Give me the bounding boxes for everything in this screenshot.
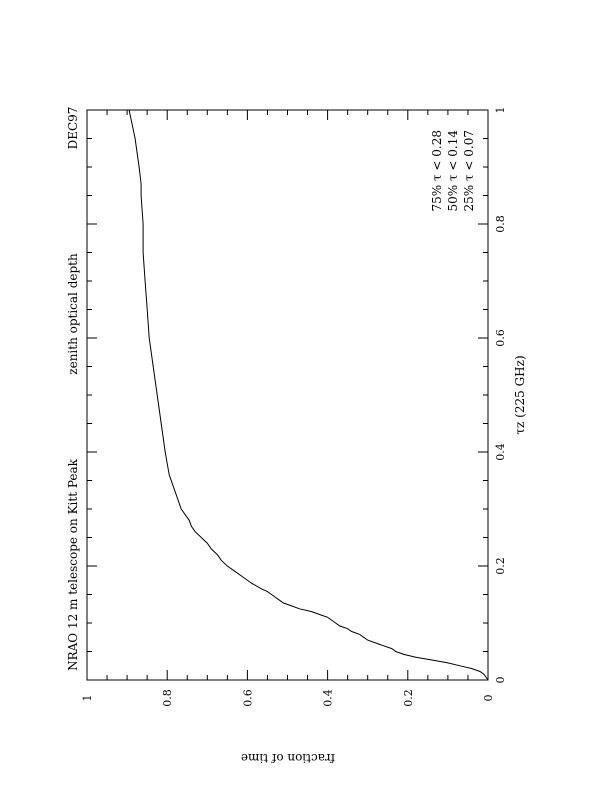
x-tick-label: 0.4 <box>494 443 507 461</box>
x-tick-label: 0.8 <box>494 215 507 233</box>
axis-ticks <box>86 109 489 681</box>
y-axis-label: fraction of time <box>241 751 335 765</box>
x-tick-label: 0.2 <box>494 557 507 575</box>
header-middle: zenith optical depth <box>66 253 80 375</box>
y-tick-label: 1 <box>81 695 94 702</box>
x-tick-label: 1 <box>494 107 507 114</box>
header-right: DEC97 <box>66 107 80 150</box>
y-tick-label: 0.8 <box>161 689 174 707</box>
series-line <box>128 109 489 681</box>
y-tick-label: 0.4 <box>322 689 335 707</box>
y-tick-label: 0.2 <box>402 689 415 707</box>
x-tick-label: 0 <box>494 677 507 684</box>
y-tick-label: 0 <box>482 695 495 702</box>
annotation-50: 50% τ < 0.14 <box>446 130 460 212</box>
header-left: NRAO 12 m telescope on Kitt Peak <box>66 458 80 671</box>
plot-frame <box>86 109 489 681</box>
annotation-25: 25% τ < 0.07 <box>462 130 476 212</box>
tick-labels: 0 0.2 0.4 0.6 0.8 1 0 0.2 0.4 0.6 0.8 1 <box>81 107 507 707</box>
x-axis-label: τz (225 GHz) <box>513 355 527 434</box>
y-tick-label: 0.6 <box>241 689 254 707</box>
annotation-75: 75% τ < 0.28 <box>430 130 444 212</box>
x-tick-label: 0.6 <box>494 329 507 347</box>
